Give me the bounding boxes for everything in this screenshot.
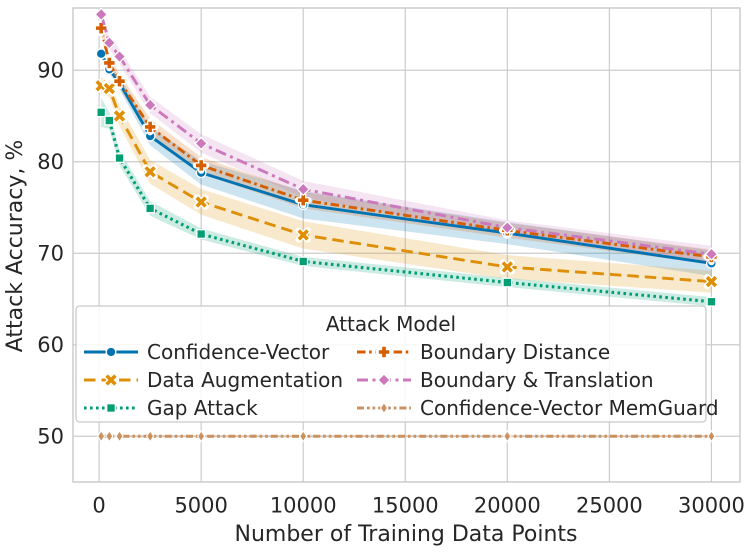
x-tick-label-20000: 20000 <box>474 494 541 518</box>
y-tick-label-70: 70 <box>37 242 64 266</box>
series-line-gap-attack <box>100 111 712 304</box>
legend-label: Gap Attack <box>147 396 258 420</box>
y-tick-labels: 50 60 70 80 90 <box>37 59 64 449</box>
series-markers-data-augmentation <box>93 78 720 290</box>
legend-item-data-augmentation: Data Augmentation <box>84 368 343 392</box>
x-tick-label-0: 0 <box>92 494 105 518</box>
legend-item-confidence-vector-memguard: Confidence-Vector MemGuard <box>357 396 719 420</box>
series-markers-boundary-translation <box>94 7 719 262</box>
plot-area: 0 5000 10000 15000 20000 25000 30000 50 60 70 80 90… <box>37 7 745 518</box>
y-tick-label-80: 80 <box>37 150 64 174</box>
legend-item-boundary-translation: Boundary & Translation <box>357 368 654 392</box>
x-tick-label-25000: 25000 <box>576 494 643 518</box>
legend-title: Attack Model <box>326 312 456 336</box>
legend-label: Boundary Distance <box>420 340 610 364</box>
legend-label: Data Augmentation <box>147 368 343 392</box>
plot-border <box>72 7 741 483</box>
series-markers-gap-attack <box>96 107 717 307</box>
legend-label: Confidence-Vector MemGuard <box>420 396 719 420</box>
legend-item-gap-attack: Gap Attack <box>84 396 258 420</box>
series-band-data-augmentation <box>101 77 712 293</box>
band-data-augmentation <box>101 77 712 293</box>
series-confidence-vector-memguard <box>97 429 716 443</box>
legend-label: Confidence-Vector <box>147 340 330 364</box>
x-tick-label-30000: 30000 <box>678 494 745 518</box>
x-tick-label-10000: 10000 <box>270 494 337 518</box>
series-data-augmentation <box>93 78 720 290</box>
y-tick-label-50: 50 <box>37 425 64 449</box>
series-markers-confidence-vector-memguard <box>97 429 716 443</box>
y-tick-label-90: 90 <box>37 59 64 83</box>
band-boundary-translation <box>101 9 712 263</box>
y-tick-label-60: 60 <box>37 333 64 357</box>
legend-item-confidence-vector: Confidence-Vector <box>84 340 330 364</box>
y-axis-label: Attack Accuracy, % <box>3 140 28 353</box>
series-gap-attack <box>96 107 717 307</box>
legend-label: Boundary & Translation <box>420 368 654 392</box>
x-tick-labels: 0 5000 10000 15000 20000 25000 30000 <box>92 494 744 518</box>
x-tick-label-15000: 15000 <box>372 494 439 518</box>
legend: Attack Model Confidence-Vector Data Augmen… <box>75 305 719 423</box>
x-tick-label-5000: 5000 <box>174 494 227 518</box>
x-axis-label: Number of Training Data Points <box>235 522 578 547</box>
series-band-boundary-translation <box>101 9 712 263</box>
legend-item-boundary-distance: Boundary Distance <box>357 340 610 364</box>
legend-box <box>75 305 707 423</box>
series-boundary-translation <box>94 7 719 262</box>
series-line-data-augmentation <box>100 84 712 284</box>
